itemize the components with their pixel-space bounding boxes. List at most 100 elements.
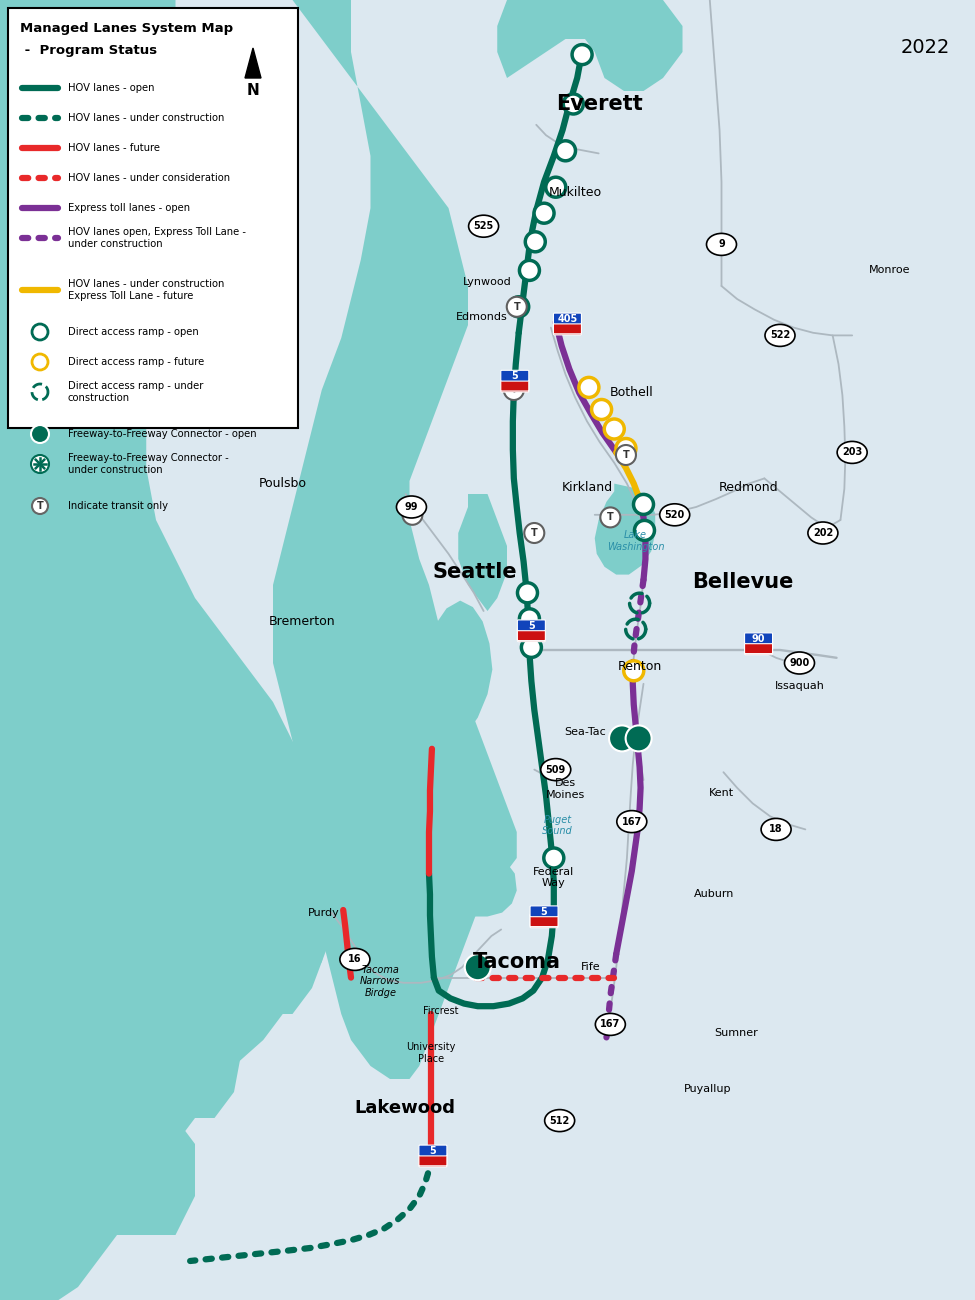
Ellipse shape [707,234,736,255]
Text: Edmonds: Edmonds [455,312,508,322]
Text: 167: 167 [601,1019,620,1030]
Polygon shape [419,601,492,751]
Text: -  Program Status: - Program Status [20,44,157,57]
Text: 167: 167 [622,816,642,827]
FancyBboxPatch shape [419,1145,447,1156]
Circle shape [564,94,583,114]
Circle shape [32,498,48,514]
Text: Kent: Kent [709,788,734,798]
Polygon shape [458,494,507,611]
Ellipse shape [469,216,498,237]
Text: Bothell: Bothell [610,386,653,399]
Text: Freeway-to-Freeway Connector - open: Freeway-to-Freeway Connector - open [68,429,256,439]
Text: 99: 99 [405,502,418,512]
Text: N: N [247,83,259,98]
FancyBboxPatch shape [554,322,581,334]
Text: 18: 18 [769,824,783,835]
Text: HOV lanes - future: HOV lanes - future [68,143,160,153]
Ellipse shape [617,811,646,832]
Text: Mukilteo: Mukilteo [549,186,602,199]
Text: HOV lanes - under consideration: HOV lanes - under consideration [68,173,230,183]
Text: 5: 5 [541,907,547,916]
Circle shape [32,324,48,341]
Circle shape [601,507,620,528]
Circle shape [592,399,611,420]
Circle shape [507,296,526,317]
Text: HOV lanes - open: HOV lanes - open [68,83,154,94]
Text: Sumner: Sumner [715,1028,758,1039]
FancyBboxPatch shape [419,1154,447,1166]
Text: 405: 405 [558,315,577,324]
Text: 16: 16 [348,954,362,965]
Circle shape [509,296,528,317]
Ellipse shape [765,325,795,346]
Circle shape [556,140,575,161]
Text: Indicate transit only: Indicate transit only [68,500,168,511]
Text: T: T [531,528,537,538]
Text: Express toll lanes - open: Express toll lanes - open [68,203,190,213]
Text: Direct access ramp - open: Direct access ramp - open [68,328,199,337]
Text: 525: 525 [474,221,493,231]
Polygon shape [353,918,437,988]
FancyBboxPatch shape [419,1153,447,1167]
Circle shape [520,608,539,629]
Text: 520: 520 [665,510,684,520]
Circle shape [403,504,422,525]
Text: 5: 5 [528,621,534,630]
Text: Lake
Washington: Lake Washington [607,530,664,551]
Text: 2022: 2022 [901,38,950,57]
Ellipse shape [660,504,689,525]
Text: 203: 203 [842,447,862,458]
Polygon shape [245,48,261,78]
FancyBboxPatch shape [745,641,772,655]
FancyBboxPatch shape [518,620,545,630]
Circle shape [520,260,539,281]
Text: Managed Lanes System Map: Managed Lanes System Map [20,22,233,35]
Circle shape [522,637,541,658]
Circle shape [32,354,48,370]
Text: Renton: Renton [617,660,662,673]
Text: Freeway-to-Freeway Connector -
under construction: Freeway-to-Freeway Connector - under con… [68,454,229,474]
Text: Sea-Tac: Sea-Tac [565,727,605,737]
FancyBboxPatch shape [8,8,298,428]
Circle shape [609,725,635,751]
Text: T: T [511,385,517,395]
Text: Kirkland: Kirkland [562,481,612,494]
Text: Des
Moines: Des Moines [546,779,585,800]
Ellipse shape [596,1014,625,1035]
Ellipse shape [838,442,867,463]
Text: Bellevue: Bellevue [692,572,794,593]
Polygon shape [0,0,341,1300]
Ellipse shape [541,759,570,780]
FancyBboxPatch shape [501,380,528,391]
Text: Puget
Sound: Puget Sound [542,815,573,836]
Text: Bremerton: Bremerton [269,615,335,628]
Text: 5: 5 [512,372,518,381]
Circle shape [635,520,654,541]
Text: T: T [37,500,43,511]
Text: HOV lanes - under construction
Express Toll Lane - future: HOV lanes - under construction Express T… [68,280,224,300]
Text: 202: 202 [813,528,833,538]
Text: Puyallup: Puyallup [684,1084,731,1095]
FancyBboxPatch shape [554,313,581,324]
FancyBboxPatch shape [530,906,558,916]
Text: Seattle: Seattle [433,562,517,582]
Circle shape [626,725,651,751]
Ellipse shape [397,497,426,517]
Polygon shape [273,0,517,1079]
Ellipse shape [340,949,370,970]
Text: Direct access ramp - under
construction: Direct access ramp - under construction [68,381,204,403]
Circle shape [465,954,490,980]
Polygon shape [68,1118,195,1235]
Circle shape [31,425,49,443]
Circle shape [579,377,599,398]
Circle shape [534,203,554,224]
FancyBboxPatch shape [518,628,545,642]
FancyBboxPatch shape [530,914,558,928]
Polygon shape [497,0,682,91]
FancyBboxPatch shape [530,915,558,927]
Circle shape [526,231,545,252]
Text: 512: 512 [550,1115,569,1126]
Text: Lakewood: Lakewood [354,1098,455,1117]
Circle shape [518,582,537,603]
